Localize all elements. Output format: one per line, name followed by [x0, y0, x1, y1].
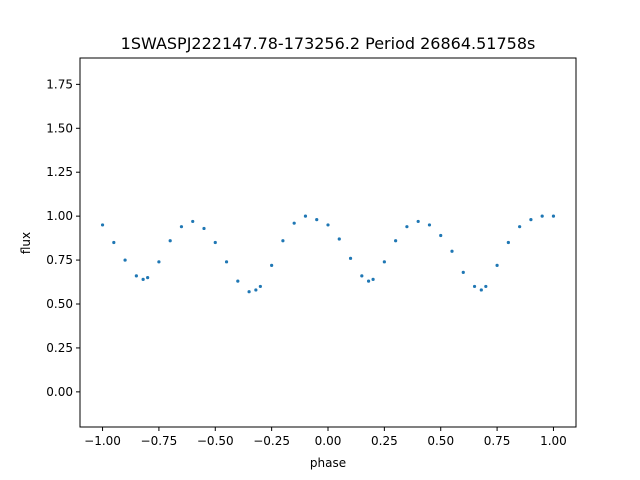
y-tick-label: 1.50: [46, 121, 73, 135]
x-tick-label: 0.00: [315, 434, 342, 448]
data-point: [472, 284, 477, 289]
data-point: [141, 277, 145, 281]
data-point: [123, 258, 127, 262]
data-point: [247, 290, 251, 294]
y-axis-label: flux: [19, 232, 33, 254]
data-point: [270, 263, 274, 267]
data-point: [479, 288, 483, 292]
x-tick-label: 0.50: [427, 434, 454, 448]
x-tick-label: 0.25: [371, 434, 398, 448]
data-point: [179, 225, 184, 229]
data-point: [281, 239, 285, 243]
data-point: [450, 249, 454, 253]
data-point: [506, 240, 510, 245]
y-tick-label: 1.00: [46, 209, 73, 223]
x-tick-label: −0.75: [141, 434, 178, 448]
y-tick-label: 0.50: [46, 297, 73, 311]
data-point: [371, 277, 375, 281]
data-point: [191, 219, 195, 224]
data-point: [348, 256, 353, 260]
y-tick-label: 1.75: [46, 77, 73, 91]
y-tick-label: 0.75: [46, 253, 73, 267]
x-axis-ticks: −1.00 −0.75 −0.50 −0.25 0.00 0.25 0.50 0.75 1.00: [84, 427, 567, 448]
data-point: [461, 270, 465, 274]
data-point: [202, 226, 206, 231]
data-point: [236, 279, 240, 283]
data-point: [224, 260, 229, 264]
data-point: [518, 225, 522, 229]
data-point: [366, 279, 371, 283]
data-point: [416, 219, 420, 224]
data-point: [303, 214, 308, 218]
data-point: [254, 288, 258, 292]
y-tick-label: 1.25: [46, 165, 73, 179]
data-point: [292, 221, 296, 225]
x-tick-label: 1.00: [540, 434, 567, 448]
data-point: [100, 223, 105, 227]
data-point: [405, 225, 409, 229]
data-point: [134, 274, 138, 278]
y-tick-label: 0.00: [46, 385, 73, 399]
scatter-points: [100, 214, 556, 294]
data-point: [551, 214, 556, 218]
data-point: [360, 274, 364, 278]
data-point: [529, 218, 533, 222]
y-tick-label: 0.25: [46, 341, 73, 355]
x-tick-label: −0.50: [197, 434, 234, 448]
data-point: [394, 239, 398, 243]
data-point: [337, 237, 341, 241]
x-axis-label: phase: [310, 456, 346, 470]
data-point: [540, 214, 544, 218]
data-point: [146, 276, 150, 280]
data-point: [213, 240, 217, 245]
x-tick-label: 0.75: [484, 434, 511, 448]
data-point: [427, 223, 432, 227]
y-axis-ticks: 0.00 0.25 0.50 0.75 1.00 1.25 1.50 1.75: [46, 77, 80, 399]
data-point: [112, 240, 116, 245]
data-point: [495, 263, 499, 267]
x-tick-label: −1.00: [84, 434, 121, 448]
data-point: [326, 223, 330, 227]
data-point: [157, 260, 161, 264]
data-point: [484, 284, 488, 289]
data-point: [258, 284, 262, 289]
x-tick-label: −0.25: [253, 434, 290, 448]
data-point: [439, 233, 443, 238]
data-point: [315, 218, 319, 222]
data-point: [382, 260, 386, 264]
data-point: [168, 239, 172, 243]
chart-title: 1SWASPJ222147.78-173256.2 Period 26864.5…: [121, 34, 536, 53]
